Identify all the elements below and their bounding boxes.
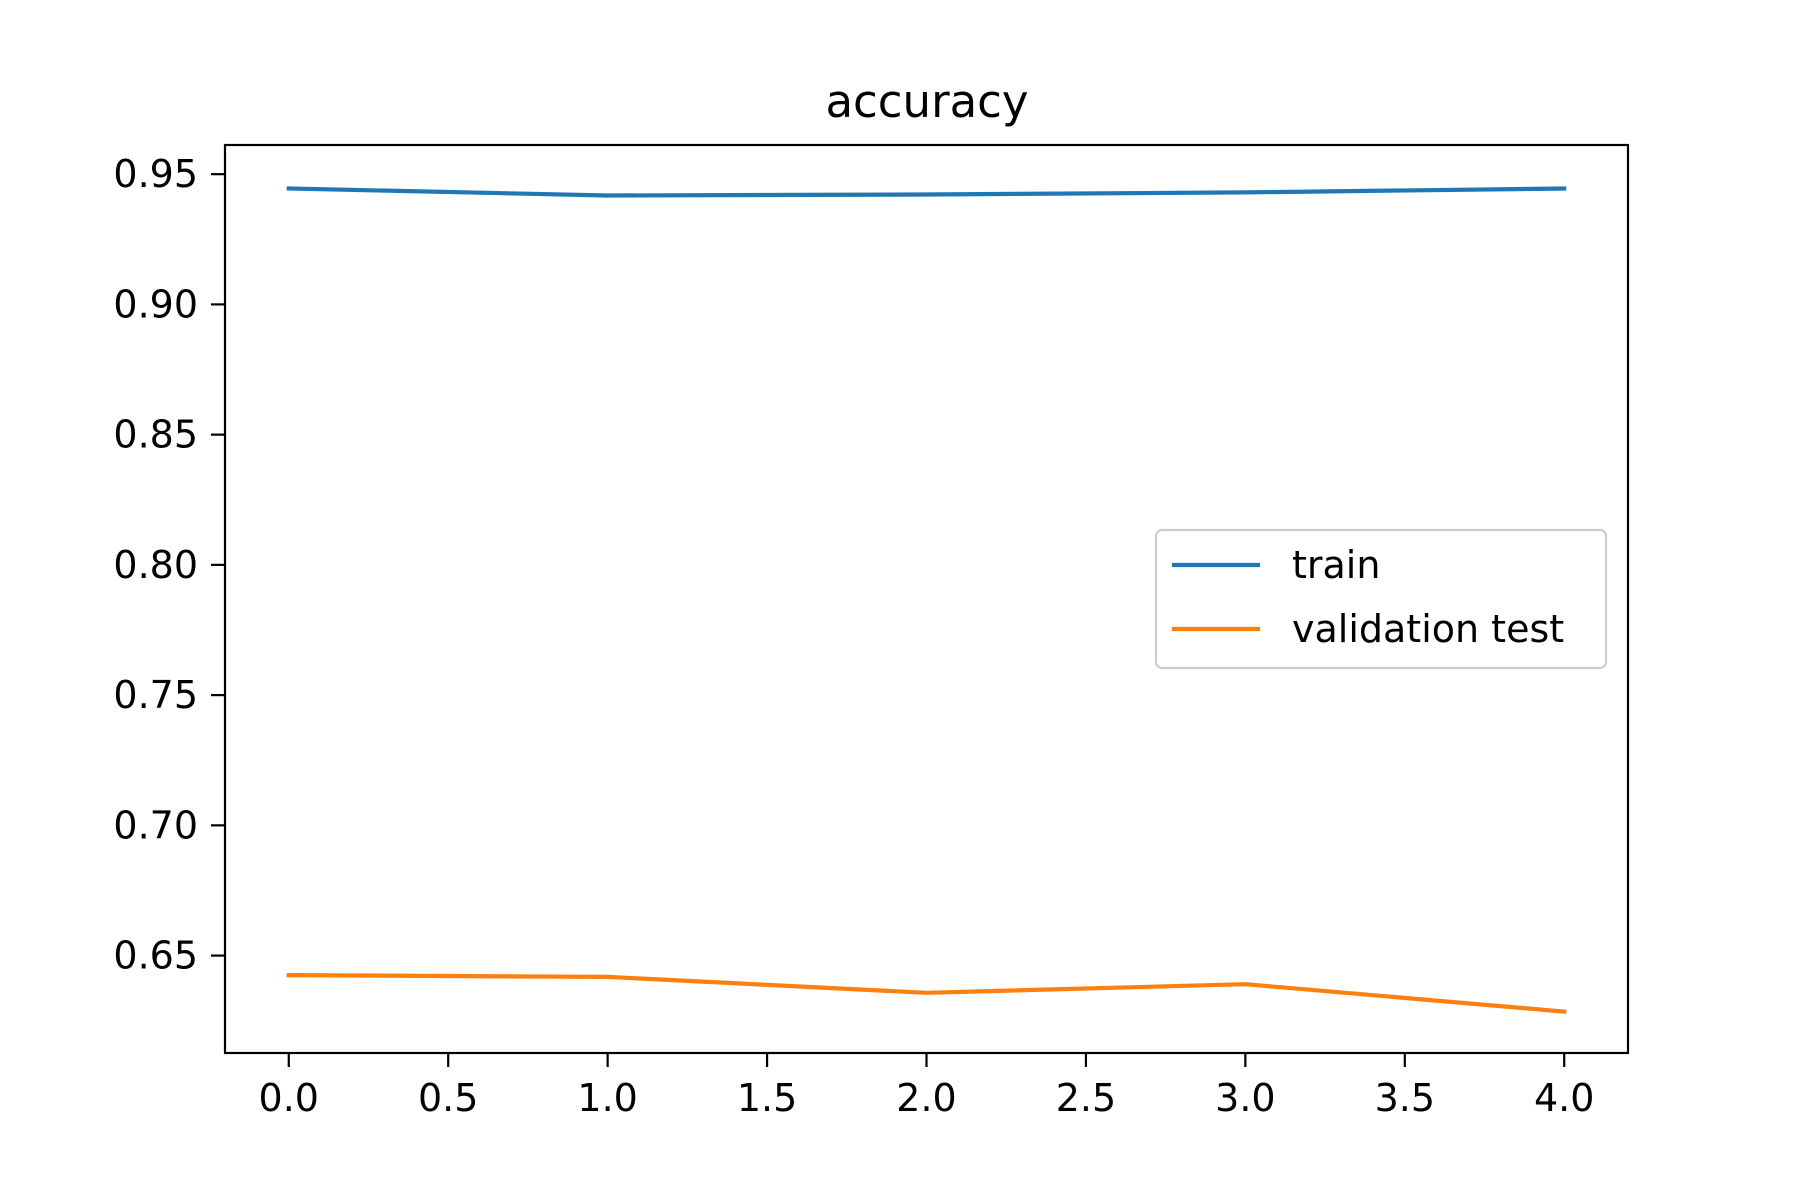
y-tick-label: 0.65 xyxy=(113,934,198,978)
chart-title: accuracy xyxy=(825,75,1028,128)
y-tick-label: 0.90 xyxy=(113,282,198,326)
x-tick-label: 2.5 xyxy=(1056,1076,1116,1120)
x-tick-label: 2.0 xyxy=(896,1076,956,1120)
x-tick-label: 0.0 xyxy=(259,1076,319,1120)
x-tick-label: 4.0 xyxy=(1534,1076,1594,1120)
legend-label: train xyxy=(1292,543,1380,587)
plot-frame xyxy=(223,143,1630,1055)
y-tick-label: 0.70 xyxy=(113,803,198,847)
y-axis: 0.65 0.70 0.75 0.80 0.85 0.90 0.95 xyxy=(113,152,225,978)
legend-label: validation test xyxy=(1292,607,1564,651)
series-line-train xyxy=(286,186,1567,198)
y-tick-label: 0.80 xyxy=(113,543,198,587)
x-tick-label: 3.0 xyxy=(1215,1076,1275,1120)
x-tick-label: 1.0 xyxy=(577,1076,637,1120)
legend-frame xyxy=(1154,528,1608,670)
y-tick-label: 0.75 xyxy=(113,673,198,717)
y-tick-label: 0.85 xyxy=(113,413,198,457)
legend: train validation test xyxy=(1154,528,1608,670)
x-axis: 0.0 0.5 1.0 1.5 2.0 2.5 3.0 3.5 4.0 xyxy=(259,1053,1594,1120)
y-tick-label: 0.95 xyxy=(113,152,198,196)
series-line-validation-test xyxy=(286,972,1567,1014)
x-tick-label: 0.5 xyxy=(418,1076,478,1120)
x-tick-label: 1.5 xyxy=(737,1076,797,1120)
series-lines xyxy=(286,186,1567,1014)
x-tick-label: 3.5 xyxy=(1375,1076,1435,1120)
